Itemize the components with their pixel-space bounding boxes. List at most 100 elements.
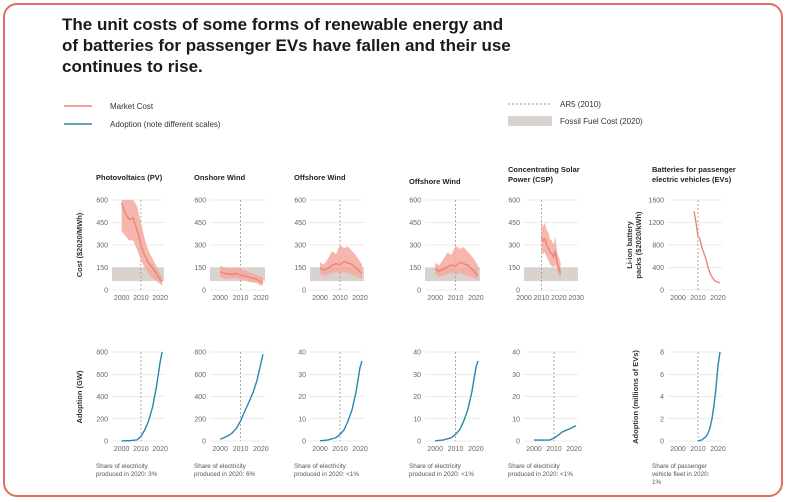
y-tick-label: 400	[652, 265, 664, 272]
y-tick-label: 0	[104, 439, 108, 446]
y-tick-label: 200	[194, 416, 206, 423]
x-tick-label: 2020	[152, 446, 168, 453]
y-tick-label: 0	[302, 288, 306, 295]
y-tick-label: 0	[202, 439, 206, 446]
cost-axis-label: Cost ($2020/MWh)	[75, 212, 84, 277]
y-tick-label: 150	[409, 265, 421, 272]
x-tick-label: 2000	[212, 295, 228, 302]
legend-swatches	[64, 103, 552, 126]
share-note: Share of electricity	[294, 463, 347, 470]
x-tick-label: 2010	[546, 446, 562, 453]
y-tick-label: 4	[660, 394, 664, 401]
panel-title: Offshore Wind	[294, 173, 346, 182]
share-note: Share of electricity	[194, 463, 247, 470]
y-tick-label: 1200	[648, 220, 664, 227]
y-tick-label: 450	[508, 220, 520, 227]
y-tick-label: 8	[660, 350, 664, 357]
x-tick-label: 2000	[427, 446, 443, 453]
y-tick-label: 200	[96, 416, 108, 423]
y-tick-label: 0	[660, 439, 664, 446]
cost-line	[319, 260, 363, 275]
x-tick-label: 2000	[670, 446, 686, 453]
y-tick-label: 800	[652, 243, 664, 250]
y-tick-label: 450	[294, 220, 306, 227]
y-tick-label: 300	[409, 243, 421, 250]
x-tick-label: 2000	[427, 295, 443, 302]
adoption-line	[319, 360, 363, 442]
adoption-line	[219, 354, 264, 440]
y-tick-label: 0	[417, 288, 421, 295]
panel-title: Concentrating Solar	[508, 165, 580, 174]
y-tick-label: 6	[660, 372, 664, 379]
x-tick-label: 2020	[566, 446, 582, 453]
legend-ar5: AR5 (2010)	[560, 100, 601, 109]
cost-line	[693, 211, 721, 284]
x-tick-label: 2020	[352, 295, 368, 302]
y-tick-label: 800	[96, 350, 108, 357]
x-tick-label: 2010	[133, 295, 149, 302]
y-tick-label: 150	[194, 265, 206, 272]
adoption-axis-label: Adoption (GW)	[75, 370, 84, 423]
x-tick-label: 2000	[114, 295, 130, 302]
y-tick-label: 0	[202, 288, 206, 295]
y-tick-label: 600	[96, 372, 108, 379]
y-tick-label: 150	[508, 265, 520, 272]
adoption-line	[697, 351, 721, 442]
battery-cost-axis-label: Li-ion battery	[625, 220, 634, 268]
y-tick-label: 0	[417, 439, 421, 446]
y-tick-label: 20	[413, 394, 421, 401]
fossil-swatch	[508, 116, 552, 126]
y-tick-label: 800	[194, 350, 206, 357]
share-note: Share of electricity	[508, 463, 561, 470]
legend-market-cost: Market Cost	[110, 102, 154, 111]
x-tick-label: 2030	[568, 295, 584, 302]
adoption-line	[534, 425, 577, 441]
y-tick-label: 400	[96, 394, 108, 401]
adoption-line	[435, 360, 479, 442]
x-tick-label: 2020	[710, 295, 726, 302]
y-tick-label: 600	[194, 198, 206, 205]
cost-line	[219, 271, 264, 284]
x-tick-label: 2010	[332, 295, 348, 302]
y-tick-label: 10	[298, 416, 306, 423]
fossil-cost-band	[524, 267, 578, 281]
share-note: 1%	[652, 479, 662, 486]
x-tick-label: 2010	[133, 446, 149, 453]
y-tick-label: 0	[302, 439, 306, 446]
share-note: produced in 2020: <1%	[508, 471, 573, 478]
y-tick-label: 30	[512, 372, 520, 379]
y-tick-label: 20	[298, 394, 306, 401]
x-tick-label: 2010	[332, 446, 348, 453]
x-tick-label: 2020	[468, 446, 484, 453]
x-tick-label: 2000	[312, 295, 328, 302]
y-tick-label: 450	[96, 220, 108, 227]
x-tick-label: 2010	[534, 295, 550, 302]
share-note: Share of passenger	[652, 463, 707, 470]
y-tick-label: 0	[516, 439, 520, 446]
x-tick-label: 2010	[448, 295, 464, 302]
x-tick-label: 2020	[152, 295, 168, 302]
share-note: vehicle fleet in 2020:	[652, 471, 710, 478]
y-tick-label: 10	[512, 416, 520, 423]
y-tick-label: 450	[409, 220, 421, 227]
x-tick-label: 2010	[233, 295, 249, 302]
y-tick-label: 2	[660, 416, 664, 423]
share-note: produced in 2020: <1%	[409, 471, 474, 478]
y-tick-label: 1600	[648, 198, 664, 205]
legend-adoption: Adoption (note different scales)	[110, 120, 221, 129]
y-tick-label: 40	[413, 350, 421, 357]
y-tick-label: 450	[194, 220, 206, 227]
y-tick-label: 600	[96, 198, 108, 205]
x-tick-label: 2020	[468, 295, 484, 302]
cost-line	[434, 261, 479, 277]
page-title: The unit costs of some forms of renewabl…	[62, 15, 511, 76]
x-tick-label: 2000	[670, 295, 686, 302]
figure-frame	[3, 3, 783, 497]
x-tick-label: 2020	[253, 295, 269, 302]
x-tick-label: 2000	[114, 446, 130, 453]
y-tick-label: 10	[413, 416, 421, 423]
x-tick-label: 2010	[690, 446, 706, 453]
panel-title: electric vehicles (EVs)	[652, 175, 732, 184]
y-tick-label: 20	[512, 394, 520, 401]
